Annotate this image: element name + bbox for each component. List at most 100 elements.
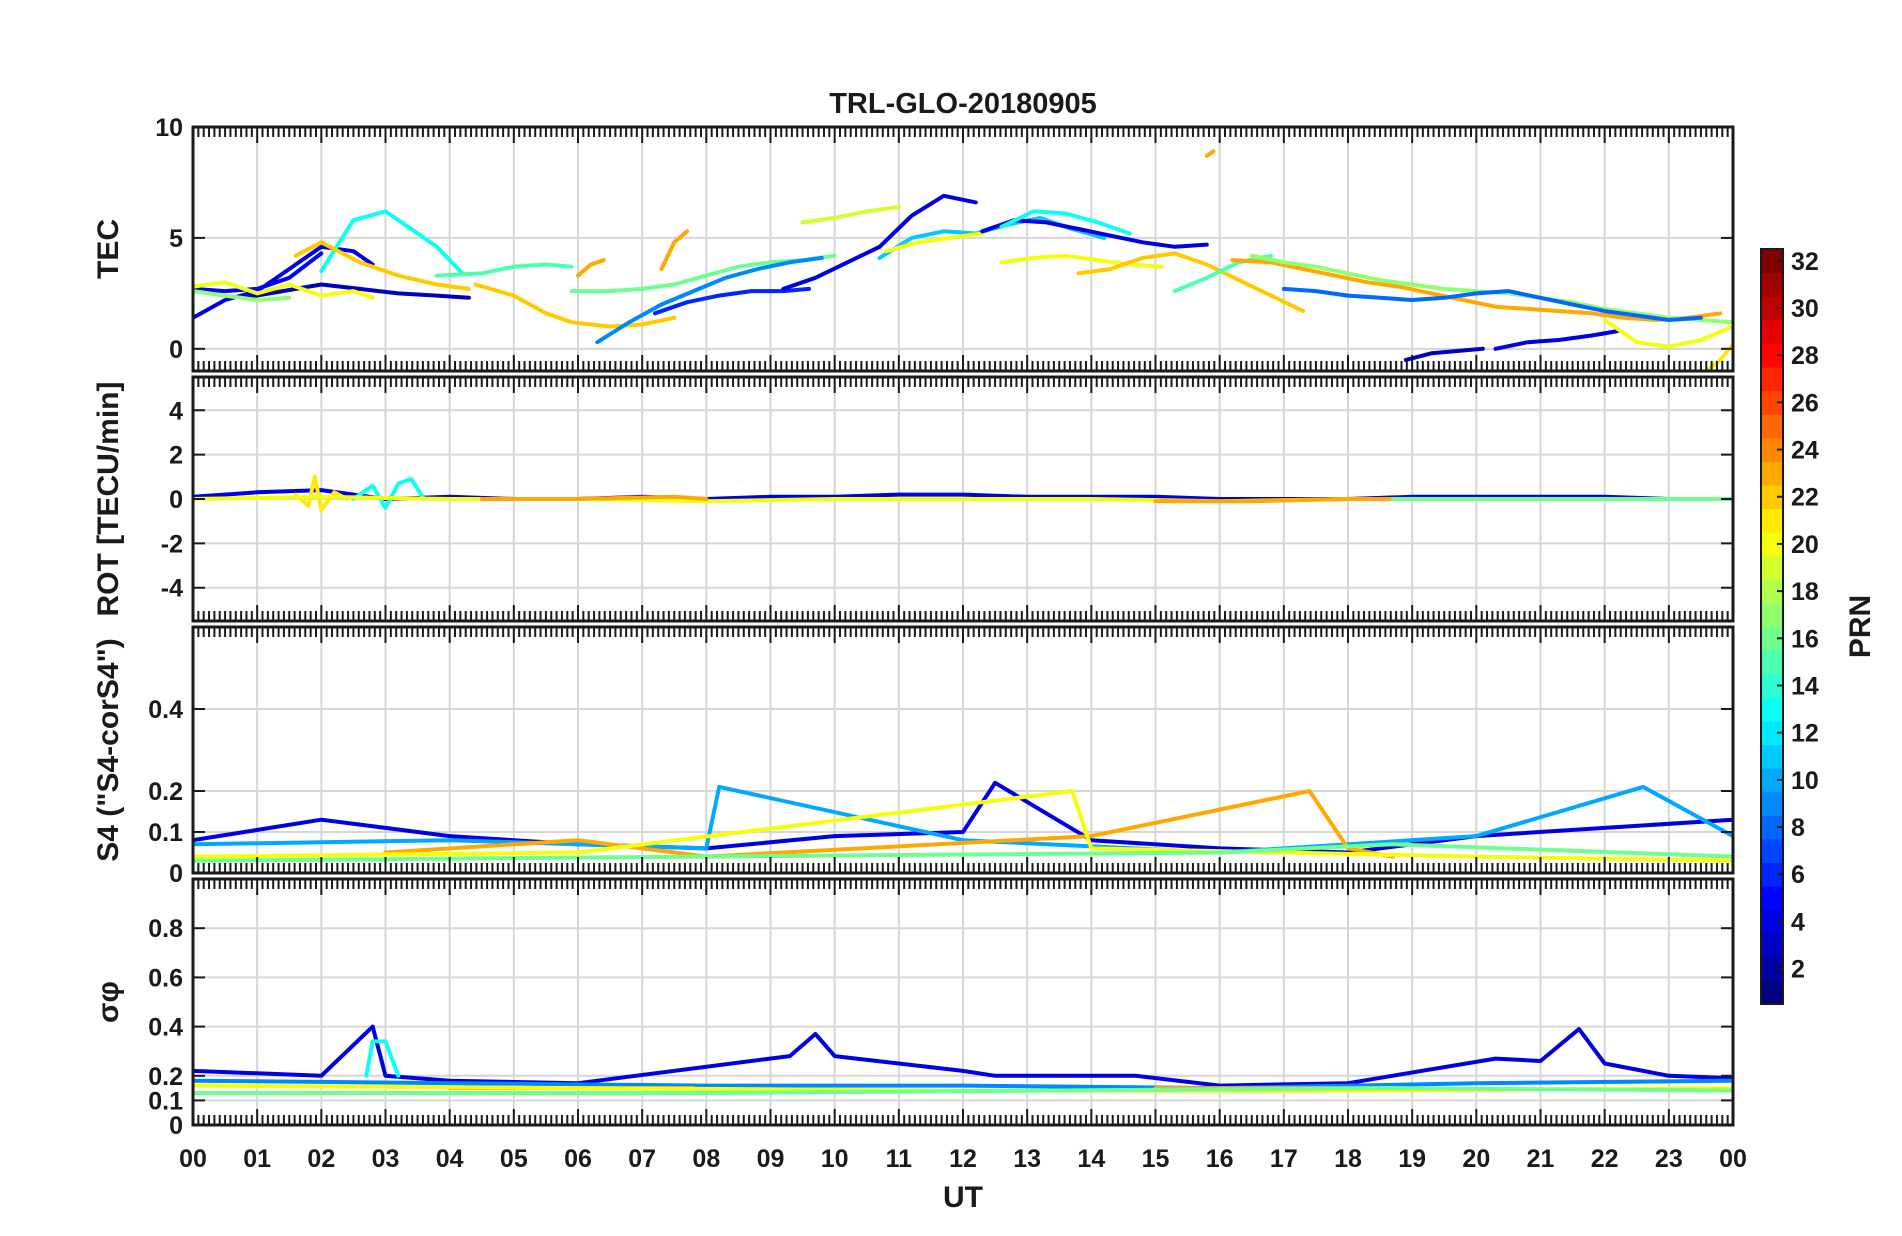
series-line-prn-13: [319, 209, 465, 276]
series-line-prn-20: [193, 280, 375, 300]
colorbar-segment: [1761, 555, 1783, 580]
x-tick-label: 12: [949, 1145, 977, 1173]
colorbar-tick-label: 4: [1791, 908, 1805, 936]
chart-title: TRL-GLO-20180905: [829, 88, 1097, 120]
series-line-prn-13: [999, 209, 1132, 236]
colorbar-tick-label: 14: [1791, 672, 1819, 700]
x-tick-label: 10: [821, 1145, 849, 1173]
y-tick-label: 5: [169, 225, 183, 253]
series-line-prn-21: [293, 474, 349, 513]
series-group: [193, 149, 1733, 371]
colorbar-segment: [1761, 390, 1783, 415]
colorbar-segment: [1761, 579, 1783, 604]
panel-tec: 0 5 10 TEC: [92, 114, 1735, 373]
series-group: [193, 780, 1733, 863]
colorbar-tick-label: 18: [1791, 578, 1819, 606]
x-tick-label: 03: [372, 1145, 400, 1173]
series-group: [193, 1024, 1733, 1095]
x-tick-label: 05: [500, 1145, 528, 1173]
colorbar-segment: [1761, 484, 1783, 510]
colorbar-segment: [1761, 768, 1783, 793]
colorbar-segment: [1761, 414, 1783, 439]
series-line-prn-4: [193, 488, 1733, 501]
series-line-prn-8: [1281, 286, 1703, 322]
colorbar-segment: [1761, 815, 1783, 840]
series-line-prn-9: [193, 1078, 1733, 1091]
colorbar-segment: [1761, 249, 1783, 274]
x-tick-label: 15: [1142, 1145, 1170, 1173]
y-axis-label: ROT [TECU/min]: [92, 382, 125, 617]
y-axis-label: TEC: [92, 219, 125, 279]
series-line-prn-22: [1076, 251, 1306, 314]
y-tick-label: 0.8: [148, 915, 183, 943]
series-line-prn-13: [364, 1039, 401, 1078]
y-tick-label: 0.1: [148, 1087, 183, 1115]
series-line-prn-22: [473, 282, 677, 329]
y-tick-label: 0.2: [148, 778, 183, 806]
colorbar-tick-label: 22: [1791, 484, 1819, 512]
colorbar-segment: [1761, 626, 1783, 651]
y-tick-label: -2: [161, 530, 183, 558]
y-axis-label: σφ: [92, 981, 125, 1023]
colorbar-tick-label: 8: [1791, 814, 1805, 842]
panel-rot: -4 -2 0 2 4 ROT [TECU/min]: [92, 375, 1735, 623]
colorbar-tick-label: 10: [1791, 767, 1819, 795]
colorbar-tick-label: 12: [1791, 720, 1819, 748]
series-line-prn-6: [653, 286, 811, 316]
colorbar-segment: [1761, 532, 1783, 557]
y-tick-label: 0.4: [148, 1014, 183, 1042]
series-line-prn-23: [576, 258, 606, 278]
x-tick-label: 07: [628, 1145, 656, 1173]
colorbar-segment: [1761, 461, 1783, 486]
colorbar-tick-label: 24: [1791, 437, 1819, 465]
series-line-prn-15: [434, 262, 574, 278]
colorbar-segment: [1761, 508, 1783, 533]
colorbar-segment: [1761, 697, 1783, 722]
x-tick-label: 18: [1334, 1145, 1362, 1173]
x-tick-label: 01: [243, 1145, 271, 1173]
y-tick-label: 0.4: [148, 696, 183, 724]
series-line-prn-20: [1602, 318, 1733, 349]
x-tick-label: 04: [436, 1145, 464, 1173]
x-tick-label: 02: [307, 1145, 335, 1173]
x-tick-label: 00: [179, 1145, 207, 1173]
series-line-prn-23: [479, 494, 709, 501]
colorbar-segment: [1761, 980, 1783, 1005]
series-line-prn-22: [293, 240, 471, 291]
colorbar-tick-label: 28: [1791, 342, 1819, 370]
colorbar-segment: [1761, 366, 1783, 392]
series-group: [193, 474, 1733, 513]
series-line-prn-3: [242, 282, 471, 300]
x-tick-label: 11: [886, 1145, 913, 1173]
colorbar-tick-label: 20: [1791, 531, 1819, 559]
x-tick-label: 00: [1719, 1145, 1747, 1173]
y-tick-label: -4: [161, 575, 183, 603]
series-line-prn-19: [800, 204, 901, 225]
colorbar-label: PRN: [1844, 595, 1877, 658]
y-tick-label: 10: [155, 114, 183, 142]
x-axis-label: UT: [943, 1181, 983, 1214]
panel-frame: [191, 625, 1735, 875]
series-line-prn-9: [595, 255, 824, 345]
colorbar-tick-label: 32: [1791, 248, 1819, 276]
series-line-prn-4: [193, 1024, 1733, 1088]
y-tick-label: 2: [169, 442, 183, 470]
series-line-prn-23: [1153, 497, 1395, 504]
series-line-prn-16: [193, 1086, 1733, 1095]
colorbar-segment: [1761, 650, 1783, 675]
series-line-prn-16: [193, 842, 1733, 863]
y-tick-label: 0.2: [148, 1063, 183, 1091]
colorbar-segment: [1761, 720, 1783, 746]
series-line-prn-15: [1172, 253, 1273, 294]
colorbar-segment: [1761, 909, 1783, 934]
series-line-prn-4: [781, 193, 978, 291]
x-tick-label: 06: [564, 1145, 592, 1173]
series-line-prn-17: [193, 289, 292, 302]
colorbar-segment: [1761, 744, 1783, 769]
series-line-prn-13: [351, 477, 426, 510]
colorbar-segment: [1761, 886, 1783, 911]
series-line-prn-5: [193, 251, 324, 294]
y-axis-label: S4 ("S4-corS4"): [92, 638, 125, 862]
